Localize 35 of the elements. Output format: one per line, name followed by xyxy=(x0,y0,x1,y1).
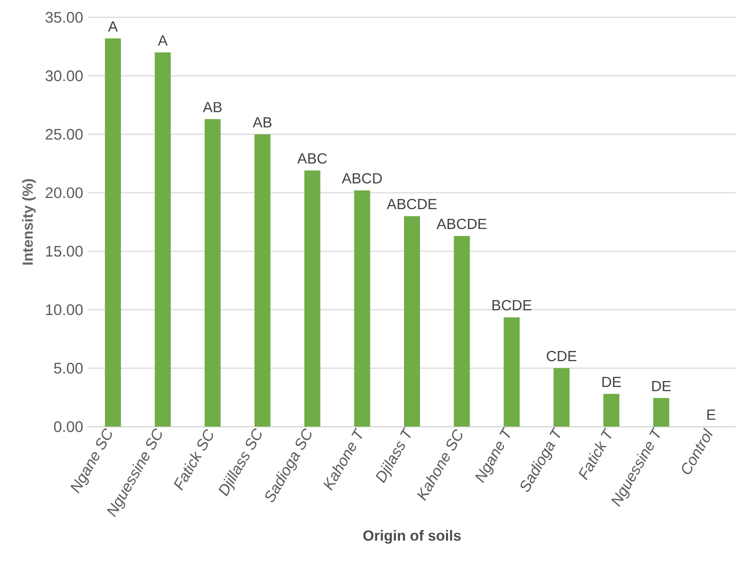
data-label: DE xyxy=(602,377,621,388)
bar xyxy=(454,236,470,427)
data-label: BCDE xyxy=(492,300,532,311)
data-label: AB xyxy=(252,117,272,128)
y-tick-label: 30.00 xyxy=(46,70,83,82)
data-label: AB xyxy=(202,102,222,112)
y-tick-label: 35.00 xyxy=(46,12,83,23)
data-label: ABCD xyxy=(342,173,382,184)
y-tick-label: 20.00 xyxy=(46,188,83,198)
y-tick-label: 5.00 xyxy=(54,362,83,374)
bar xyxy=(204,119,221,427)
bar xyxy=(504,317,520,427)
bar xyxy=(404,216,420,427)
x-axis-title: Origin of soils xyxy=(363,530,461,544)
data-label: CDE xyxy=(546,351,576,362)
data-label: ABC xyxy=(297,153,327,164)
data-label: DE xyxy=(652,381,671,392)
data-label: ABCDE xyxy=(386,199,437,210)
bar xyxy=(354,190,370,427)
bar xyxy=(603,394,620,427)
bar xyxy=(154,52,171,427)
bar xyxy=(554,368,570,427)
y-tick-label: 25.00 xyxy=(46,129,83,140)
bar xyxy=(653,398,670,427)
y-tick-label: 15.00 xyxy=(46,246,83,257)
y-tick-label: 10.00 xyxy=(46,304,83,316)
bar xyxy=(254,134,270,427)
bar xyxy=(104,38,121,427)
data-label: E xyxy=(707,410,716,420)
data-label: ABCDE xyxy=(436,218,486,230)
data-label: A xyxy=(158,36,168,46)
bar xyxy=(304,170,320,427)
y-tick-label: 0.00 xyxy=(54,421,83,432)
data-label: A xyxy=(108,22,118,32)
y-axis-title: Intensity (%) xyxy=(22,179,36,265)
